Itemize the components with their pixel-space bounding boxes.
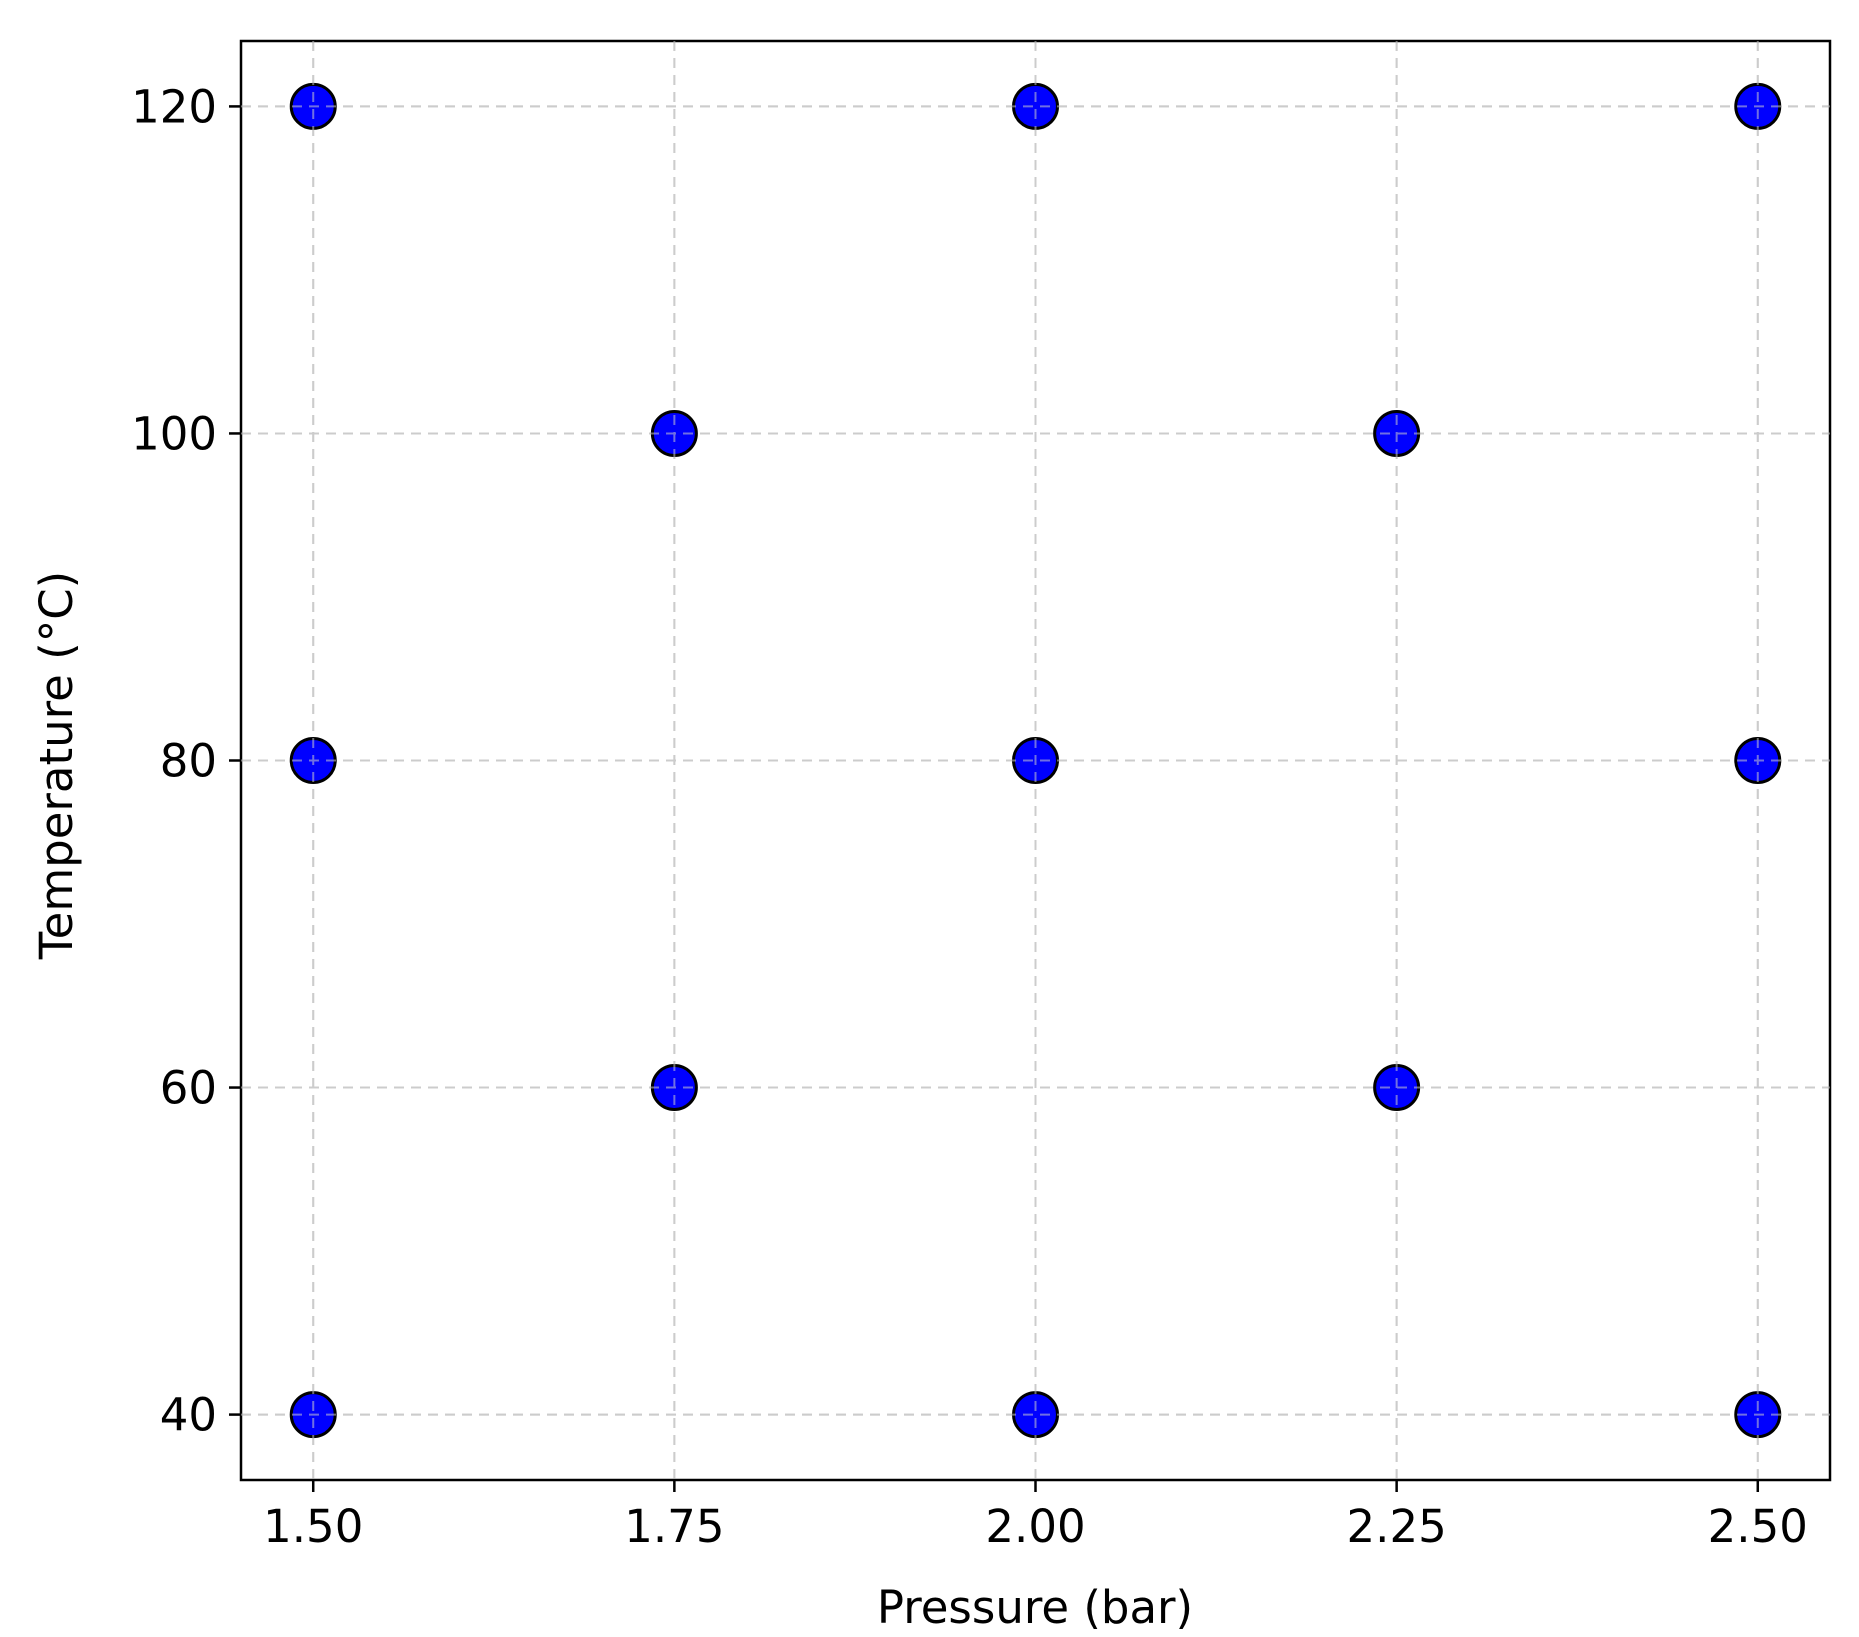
y-tick-label: 120 xyxy=(131,80,217,133)
y-tick-label: 40 xyxy=(160,1389,217,1442)
y-tick-label: 100 xyxy=(131,407,217,460)
x-tick-label: 1.75 xyxy=(624,1500,724,1553)
x-axis-ticks: 1.50 1.75 2.00 2.25 2.50 xyxy=(263,1480,1808,1553)
x-tick-label: 2.00 xyxy=(985,1500,1085,1553)
x-axis-label: Pressure (bar) xyxy=(877,1581,1193,1634)
data-points xyxy=(241,41,1830,1480)
y-axis-ticks: 40 60 80 100 120 xyxy=(131,80,241,1442)
x-tick-label: 2.25 xyxy=(1347,1500,1447,1553)
scatter-point xyxy=(1012,82,1059,130)
scatter-point xyxy=(1012,1391,1059,1439)
y-tick-label: 60 xyxy=(160,1062,217,1115)
y-axis-label: Temperature (°C) xyxy=(30,571,83,960)
grid-overlay xyxy=(241,41,1830,1480)
y-tick-label: 80 xyxy=(160,735,217,788)
x-tick-label: 2.50 xyxy=(1708,1500,1808,1553)
x-tick-label: 1.50 xyxy=(263,1500,363,1553)
